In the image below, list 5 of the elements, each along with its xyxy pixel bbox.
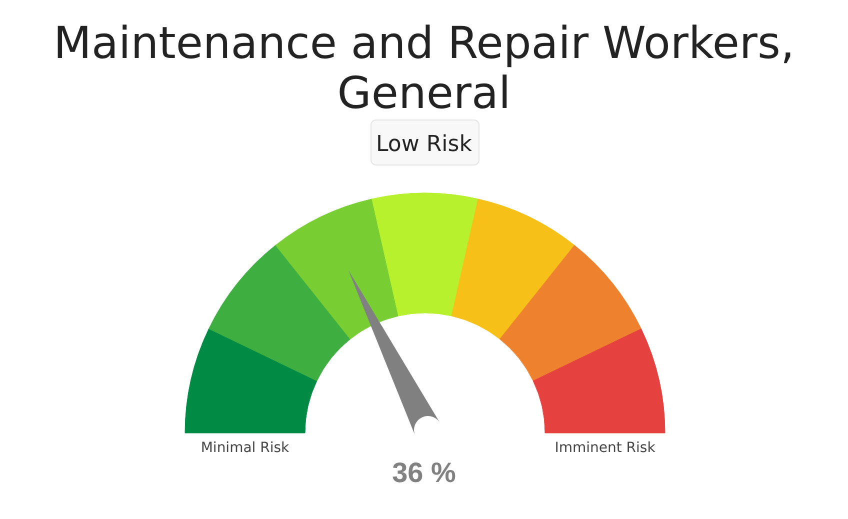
chart-title: Maintenance and Repair Workers, General — [54, 18, 794, 119]
text: Imminent Risk — [554, 440, 656, 456]
text: 36 % — [392, 457, 456, 488]
chart-subtitle: Low Risk — [376, 132, 472, 157]
text: Minimal Risk — [200, 440, 290, 456]
